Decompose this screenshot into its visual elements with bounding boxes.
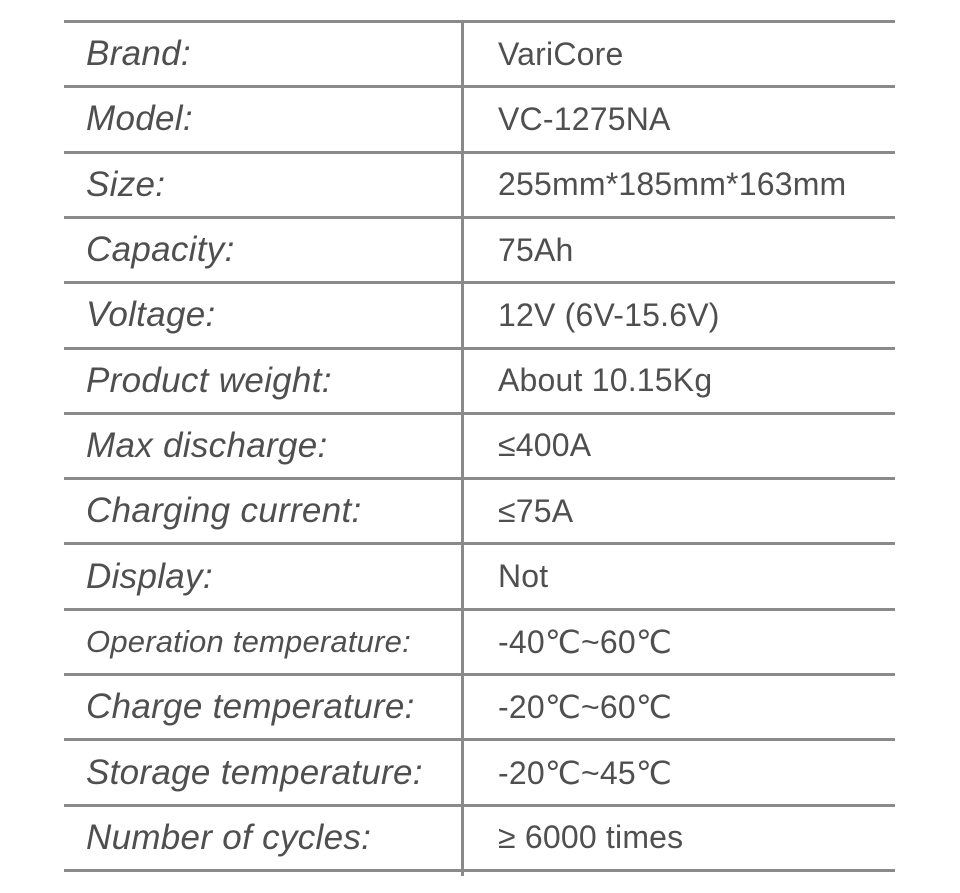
spec-row-brand: Brand: VariCore (64, 23, 895, 89)
spec-label: Display: (86, 556, 213, 596)
spec-value: VC-1275NA (498, 100, 671, 137)
spec-label-cell: Max discharge: (64, 415, 462, 477)
spec-row-voltage: Voltage: 12V (6V-15.6V) (64, 284, 895, 350)
spec-value: -20℃~45℃ (498, 754, 673, 791)
spec-label: Operation temperature: (86, 623, 411, 659)
spec-value-cell: ≤400A (462, 415, 895, 477)
spec-row-model: Model: VC-1275NA (64, 88, 895, 154)
spec-label: Product weight: (86, 360, 332, 400)
spec-value-cell: ≥ 6000 times (462, 807, 895, 869)
spec-label: Brand: (86, 34, 191, 74)
spec-value: 12V (6V-15.6V) (498, 296, 720, 333)
spec-label-cell: Number of cycles: (64, 807, 462, 869)
spec-value-cell: 255mm*185mm*163mm (462, 154, 895, 216)
spec-row-capacity: Capacity: 75Ah (64, 219, 895, 285)
product-spec-table: Brand: VariCore Model: VC-1275NA Size: 2… (64, 20, 895, 876)
spec-value-cell: 12V (6V-15.6V) (462, 284, 895, 346)
spec-value: VariCore (498, 35, 624, 72)
spec-row-operation-temperature: Operation temperature: -40℃~60℃ (64, 611, 895, 677)
spec-value: 255mm*185mm*163mm (498, 166, 847, 203)
spec-row-display: Display: Not (64, 545, 895, 611)
spec-value-cell: VC-1275NA (462, 88, 895, 150)
spec-label: Capacity: (86, 230, 235, 270)
spec-value-cell: ≤75A (462, 480, 895, 542)
spec-value: Not (498, 558, 549, 595)
spec-label-cell: Charge temperature: (64, 676, 462, 738)
spec-value: ≤75A (498, 492, 574, 529)
spec-value-cell: VariCore (462, 23, 895, 85)
spec-label-cell: Voltage: (64, 284, 462, 346)
spec-value-cell: Not (462, 545, 895, 607)
spec-value-cell: -40℃~60℃ (462, 611, 895, 673)
spec-label: Max discharge: (86, 425, 328, 465)
spec-value: -20℃~60℃ (498, 689, 673, 726)
spec-value-cell: -20℃~60℃ (462, 676, 895, 738)
spec-label: Charge temperature: (86, 687, 415, 727)
spec-value: About 10.15Kg (498, 362, 713, 399)
spec-value: -40℃~60℃ (498, 623, 673, 660)
spec-label: Model: (86, 99, 193, 139)
spec-label-cell: Model: (64, 88, 462, 150)
spec-label-cell: Operation temperature: (64, 611, 462, 673)
table-column-divider (461, 23, 464, 876)
spec-value-cell: -20℃~45℃ (462, 741, 895, 803)
spec-label-cell: Charging current: (64, 480, 462, 542)
spec-label-cell: Brand: (64, 23, 462, 85)
spec-label: Number of cycles: (86, 817, 372, 857)
spec-value: ≥ 6000 times (498, 819, 684, 856)
spec-value-cell: 75Ah (462, 219, 895, 281)
spec-value: ≤400A (498, 427, 592, 464)
spec-label-cell: Product weight: (64, 350, 462, 412)
spec-row-charging-current: Charging current: ≤75A (64, 480, 895, 546)
spec-row-charge-temperature: Charge temperature: -20℃~60℃ (64, 676, 895, 742)
spec-label-cell: Capacity: (64, 219, 462, 281)
spec-row-size: Size: 255mm*185mm*163mm (64, 154, 895, 219)
spec-label-cell: Display: (64, 545, 462, 607)
spec-row-storage-temperature: Storage temperature: -20℃~45℃ (64, 741, 895, 807)
spec-row-max-discharge: Max discharge: ≤400A (64, 415, 895, 481)
spec-row-product-weight: Product weight: About 10.15Kg (64, 350, 895, 415)
spec-row-number-of-cycles: Number of cycles: ≥ 6000 times (64, 807, 895, 872)
spec-label: Storage temperature: (86, 752, 423, 792)
spec-value: 75Ah (498, 231, 574, 268)
spec-label: Size: (86, 164, 166, 204)
spec-label-cell: Size: (64, 154, 462, 216)
spec-value-cell: About 10.15Kg (462, 350, 895, 412)
spec-label: Voltage: (86, 295, 216, 335)
spec-label: Charging current: (86, 491, 362, 531)
spec-label-cell: Storage temperature: (64, 741, 462, 803)
